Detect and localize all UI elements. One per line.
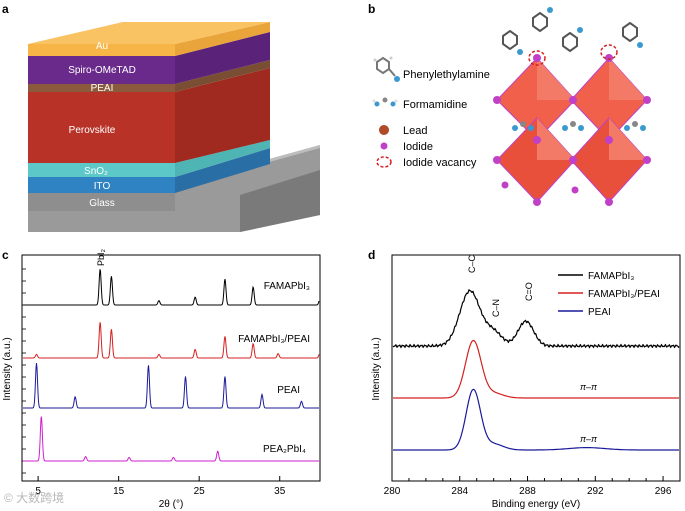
vacancy-marker-1	[528, 50, 546, 66]
peai-layer	[28, 84, 175, 92]
xrd-plot-frame	[21, 254, 321, 482]
label-au: Au	[96, 41, 108, 52]
formamidine-icon	[372, 97, 398, 107]
au-layer	[28, 44, 175, 56]
label-sno2: SnO₂	[84, 166, 108, 177]
xrd-series-label-famapbi3-peai: FAMAPbI₃/PEAI	[238, 334, 310, 345]
legend-iodide: Iodide	[403, 141, 433, 153]
xps-peak-label-cn: C–N	[491, 299, 501, 317]
xps-legend-famapbi3-peai: FAMAPbI₃/PEAI	[588, 289, 660, 300]
xrd-x-tick-label: 15	[113, 486, 125, 497]
iodide-vacancy-icon	[376, 156, 392, 168]
iodide-icon	[380, 142, 388, 150]
xps-legend-peai: PEAI	[588, 307, 611, 318]
xps-plot-frame	[391, 254, 681, 482]
xrd-series-line-3	[23, 416, 319, 462]
xrd-x-tick-label: 25	[194, 486, 206, 497]
xps-legend-famapbi3: FAMAPbI₃	[588, 271, 634, 282]
xps-peak-label-co: C=O	[524, 282, 534, 301]
xps-ylabel: Intensity (a.u.)	[371, 337, 382, 400]
xrd-chart: 5 15 25 35 Intensity (a.u.) 2θ (°) PbI₂ FAM…	[2, 248, 321, 510]
xps-xlabel: Binding energy (eV)	[492, 499, 580, 510]
crystal-structure-diagram: Phenylethylamine Formamidine Lead Iodide…	[372, 7, 651, 206]
xps-series-line-1	[393, 339, 679, 399]
label-perovskite: Perovskite	[69, 125, 116, 136]
xrd-series-label-famapbi3: FAMAPbI₃	[264, 281, 310, 292]
watermark: © 大数跨境	[4, 491, 65, 505]
pbi2-annotation: PbI₂	[96, 248, 106, 266]
xrd-x-tick-label: 5	[35, 486, 41, 497]
xps-x-tick-label: 292	[587, 486, 604, 497]
xrd-series-line-0	[23, 269, 320, 306]
xps-peak-label-cc: C–C	[467, 254, 477, 273]
label-peai: PEAI	[91, 83, 114, 94]
iodide-atoms	[493, 54, 651, 206]
panel-letter-c: c	[2, 248, 9, 262]
lead-icon	[379, 125, 389, 135]
label-spiro: Spiro-OMeTAD	[68, 65, 136, 76]
device-stack-diagram: Au Spiro-OMeTAD PEAI Perovskite SnO₂ ITO…	[28, 22, 320, 232]
phenylethylamine-icon	[373, 56, 400, 82]
xps-x-tick-label: 280	[384, 486, 401, 497]
panel-letter-a: a	[2, 2, 9, 16]
vacancy-marker-2	[600, 44, 618, 60]
spiro-layer	[28, 56, 175, 84]
xps-pi-label-2: π–π	[580, 434, 598, 444]
xrd-xlabel: 2θ (°)	[159, 499, 184, 510]
xps-x-tick-label: 296	[655, 486, 672, 497]
xrd-ylabel: Intensity (a.u.)	[2, 337, 13, 400]
xrd-y-ticks	[22, 268, 26, 474]
xrd-series-line-1	[23, 322, 320, 359]
phenylethylamine-molecules	[502, 11, 638, 53]
xps-pi-label-1: π–π	[580, 382, 598, 392]
legend-formamidine: Formamidine	[403, 99, 467, 111]
xps-chart: 280 284 288 292 296 Intensity (a.u.) Binding…	[371, 254, 681, 510]
legend-lead: Lead	[403, 125, 427, 137]
formamidine-molecules	[512, 121, 646, 131]
xrd-series-label-peai: PEAI	[277, 385, 300, 396]
xps-series-line-2	[393, 388, 679, 451]
sno2-layer	[28, 163, 175, 177]
panel-letter-d: d	[368, 248, 376, 262]
legend-iodide-vacancy: Iodide vacancy	[403, 157, 477, 169]
xps-series-line-0	[392, 289, 680, 349]
xrd-series-line-2	[23, 362, 319, 409]
label-ito: ITO	[94, 181, 111, 192]
label-glass: Glass	[89, 198, 115, 209]
xps-x-tick-label: 284	[451, 486, 468, 497]
ito-layer	[28, 177, 175, 193]
xps-x-tick-label: 288	[519, 486, 536, 497]
glass-layer	[28, 193, 175, 211]
perovskite-octahedra	[496, 57, 648, 203]
xrd-x-tick-label: 35	[274, 486, 286, 497]
panel-letter-b: b	[368, 2, 376, 16]
perovskite-layer	[28, 92, 175, 163]
legend-phenylethylamine: Phenylethylamine	[403, 69, 490, 81]
xrd-series-label-pea2pbi4: PEA₂PbI₄	[263, 444, 306, 455]
